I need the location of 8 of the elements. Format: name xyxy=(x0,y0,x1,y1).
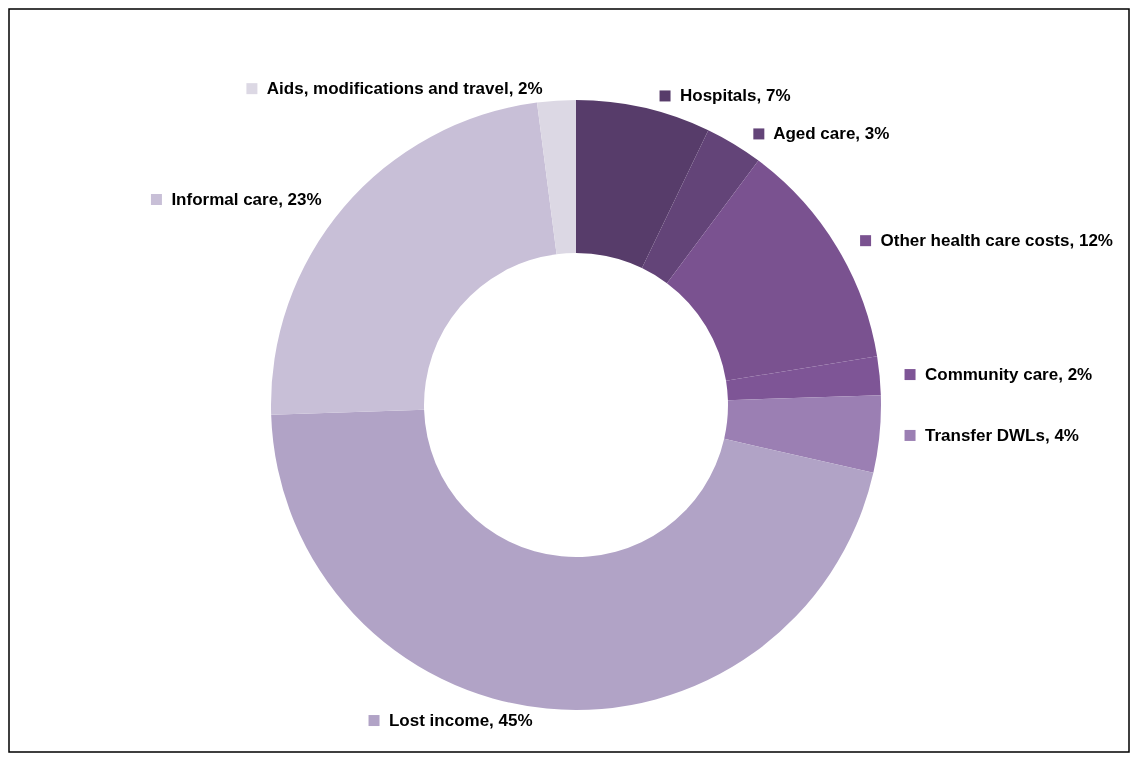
legend-label: Aged care, 3% xyxy=(764,124,890,144)
legend-label: Informal care, 23% xyxy=(161,190,322,210)
legend-label: Aids, modifications and travel, 2% xyxy=(258,79,543,99)
legend-label: Lost income, 45% xyxy=(379,711,533,731)
legend-label: Hospitals, 7% xyxy=(670,86,791,106)
legend-label: Community care, 2% xyxy=(915,365,1093,385)
legend-label: Other health care costs, 12% xyxy=(871,231,1113,251)
legend-label: Transfer DWLs, 4% xyxy=(915,425,1079,445)
